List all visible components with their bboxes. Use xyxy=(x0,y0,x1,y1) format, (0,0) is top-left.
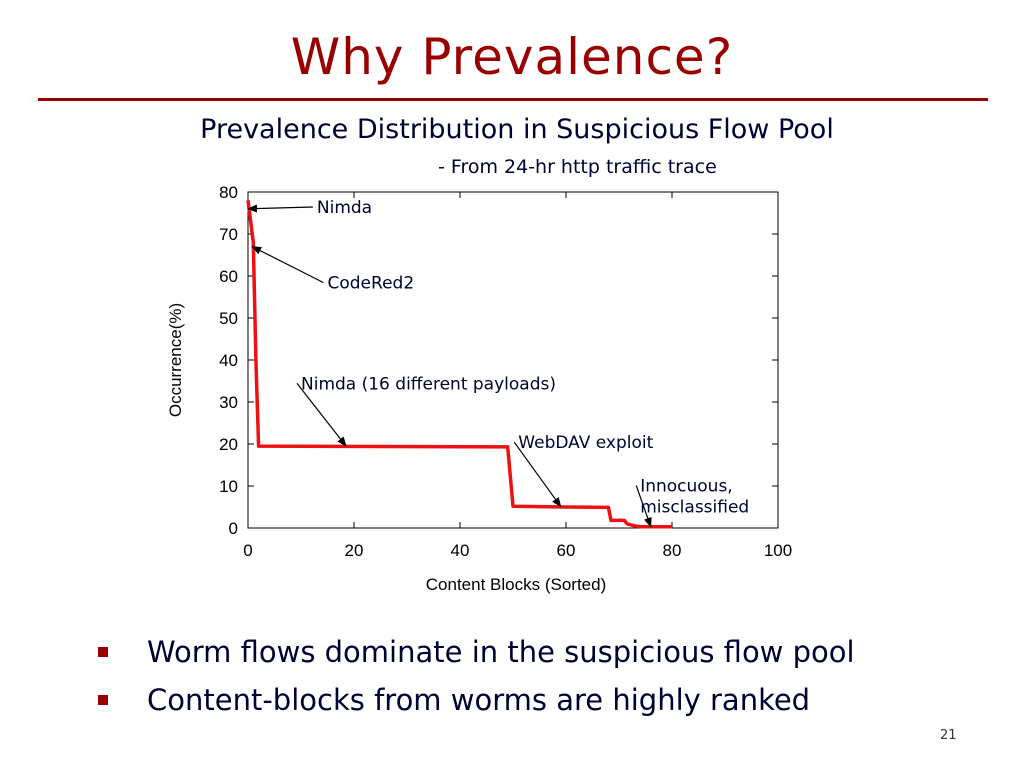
bullet-text: Worm flows dominate in the suspicious fl… xyxy=(147,635,855,669)
x-tick-label: 80 xyxy=(663,541,682,560)
square-bullet-icon xyxy=(98,695,108,705)
x-axis-label: Content Blocks (Sorted) xyxy=(426,575,606,594)
x-tick-label: 60 xyxy=(557,541,576,560)
annotation-arrow xyxy=(247,204,313,213)
y-tick-label: 10 xyxy=(219,477,238,496)
title-divider xyxy=(38,98,988,101)
y-tick-label: 40 xyxy=(219,351,238,370)
annotation-arrow xyxy=(635,485,652,528)
y-axis-label: Occurrence(%) xyxy=(166,303,185,417)
series-group xyxy=(246,200,672,529)
axis-ticks xyxy=(247,191,779,529)
series-line xyxy=(246,200,672,529)
annotation-label: CodeRed2 xyxy=(328,274,415,294)
x-tick-label: 40 xyxy=(451,541,470,560)
annotation-arrow xyxy=(251,246,324,284)
chart-subtitle: Prevalence Distribution in Suspicious Fl… xyxy=(200,114,834,145)
source-note: - From 24-hr http traffic trace xyxy=(438,156,717,178)
annotation-label: Innocuous, xyxy=(640,476,733,496)
slide-title: Why Prevalence? xyxy=(290,28,734,86)
y-tick-label: 60 xyxy=(219,267,238,286)
y-tick-label: 80 xyxy=(219,183,238,202)
x-tick-label: 0 xyxy=(243,541,252,560)
y-tick-label: 0 xyxy=(229,519,238,538)
annotation-label: misclassified xyxy=(640,497,749,517)
y-tick-label: 50 xyxy=(219,309,238,328)
bullet-item: Worm flows dominate in the suspicious fl… xyxy=(95,632,855,680)
annotation-label: Nimda (16 different payloads) xyxy=(301,374,556,394)
y-tick-label: 70 xyxy=(219,225,238,244)
page-number: 21 xyxy=(940,728,957,743)
annotation-arrow xyxy=(513,441,562,508)
tick-labels: 0 10 20 30 40 50 60 70 80 0 20 40 60 80 100 xyxy=(219,183,792,560)
square-bullet-icon xyxy=(98,647,108,657)
annotation-label: WebDAV exploit xyxy=(518,433,653,453)
y-tick-label: 30 xyxy=(219,393,238,412)
annotation-arrow xyxy=(296,383,347,447)
y-tick-label: 20 xyxy=(219,435,238,454)
annotation-label: Nimda xyxy=(317,198,372,218)
x-tick-label: 20 xyxy=(345,541,364,560)
bullet-item: Content-blocks from worms are highly ran… xyxy=(95,680,855,728)
bullet-text: Content-blocks from worms are highly ran… xyxy=(147,683,811,717)
prevalence-chart: 0 10 20 30 40 50 60 70 80 0 20 40 60 80 100 Nimda CodeR… xyxy=(166,183,792,594)
bullet-list: Worm flows dominate in the suspicious fl… xyxy=(95,632,855,728)
x-tick-label: 100 xyxy=(764,541,792,560)
annotations: Nimda CodeRed2 Nimda (16 different payload… xyxy=(247,198,749,528)
